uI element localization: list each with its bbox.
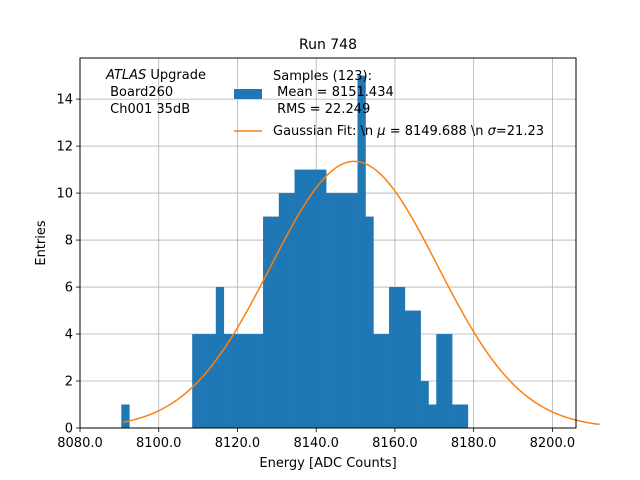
histogram-bar (286, 193, 295, 428)
histogram-bar (412, 310, 421, 428)
histogram-bar (365, 216, 374, 428)
histogram-bar (444, 334, 453, 428)
histogram-bar (373, 334, 382, 428)
histogram-bar (294, 169, 303, 429)
legend: Samples (123): Mean = 8151.434 RMS = 22.… (234, 69, 544, 139)
y-tick-label: 4 (65, 328, 73, 343)
legend-fit-label: Gaussian Fit: \n μ = 8149.688 \n σ=21.23 (273, 124, 544, 139)
legend-samples-line-1: Samples (123): (273, 69, 372, 84)
histogram-bar (302, 169, 311, 429)
histogram-bar (396, 287, 406, 428)
annotation-atlas: ATLAS (105, 68, 146, 83)
histogram-bar (428, 404, 437, 428)
legend-samples-line-2: Mean = 8151.434 (273, 85, 394, 100)
chart-title: Run 748 (299, 37, 357, 53)
y-tick-label: 14 (56, 93, 73, 108)
y-tick-label: 6 (65, 281, 73, 296)
histogram-bar (459, 404, 469, 428)
histogram-bar (121, 404, 130, 428)
legend-fit-sigma: σ (488, 124, 497, 139)
legend-fit-mid: = 8149.688 \n (386, 124, 488, 139)
x-axis-label: Energy [ADC Counts] (259, 456, 396, 471)
histogram-bar (389, 287, 398, 428)
annotation-line-3: Ch001 35dB (106, 102, 190, 117)
histogram-bar (404, 310, 414, 428)
histogram-bar (207, 334, 217, 428)
histogram-bar (420, 381, 429, 428)
legend-samples-line-3: RMS = 22.249 (273, 102, 370, 117)
histogram-bar (278, 193, 288, 428)
y-tick-label: 0 (65, 422, 73, 437)
histogram-bar (318, 169, 327, 429)
x-tick-label: 8140.0 (293, 436, 339, 451)
gaussian-fit (123, 160, 600, 426)
annotation-line-2: Board260 (106, 85, 173, 100)
histogram-bar (452, 404, 461, 428)
legend-fit-suffix: =21.23 (496, 124, 544, 139)
x-axis-ticks: 8080.0 8100.0 8120.0 8140.0 8160.0 8180.0 8200… (57, 428, 575, 451)
x-tick-label: 8160.0 (372, 436, 418, 451)
histogram-bars (121, 75, 469, 429)
histogram-bar (357, 75, 366, 428)
x-tick-label: 8180.0 (451, 436, 497, 451)
x-tick-label: 8200.0 (530, 436, 576, 451)
legend-samples-swatch (234, 89, 262, 99)
y-tick-label: 12 (56, 140, 73, 155)
histogram-bar (326, 193, 335, 428)
histogram-bar (270, 216, 280, 428)
gaussian-fit-line (123, 160, 600, 426)
x-tick-label: 8080.0 (57, 436, 103, 451)
y-tick-label: 2 (65, 375, 73, 390)
histogram-bar (231, 334, 240, 428)
plot-frame (79, 57, 577, 429)
y-axis-label: Entries (34, 220, 49, 266)
histogram-bar (349, 193, 358, 428)
histogram-bar (215, 287, 225, 428)
x-tick-label: 8100.0 (136, 436, 182, 451)
histogram-bar (223, 334, 232, 428)
y-tick-label: 8 (65, 234, 73, 249)
histogram-bar (436, 334, 445, 428)
y-axis-ticks: 0 2 4 6 8 10 12 14 (56, 93, 80, 437)
legend-fit-mu: μ (376, 124, 385, 139)
annotation-line-1: ATLAS Upgrade (105, 68, 206, 83)
histogram-bar (192, 334, 201, 428)
y-tick-label: 10 (56, 187, 73, 202)
histogram-bar (310, 169, 319, 429)
histogram-bar (255, 334, 264, 428)
annotation-upgrade: Upgrade (146, 68, 206, 83)
legend-fit-prefix: Gaussian Fit: \n (273, 124, 377, 139)
histogram-bar (381, 334, 390, 428)
annotation-box: ATLAS Upgrade Board260 Ch001 35dB (105, 68, 206, 117)
histogram-bar (263, 216, 272, 428)
histogram-bar (200, 334, 209, 428)
histogram-bar (247, 334, 256, 428)
histogram-bar (333, 193, 343, 428)
x-tick-label: 8120.0 (215, 436, 261, 451)
histogram-bar (239, 334, 248, 428)
histogram-bar (341, 193, 351, 428)
